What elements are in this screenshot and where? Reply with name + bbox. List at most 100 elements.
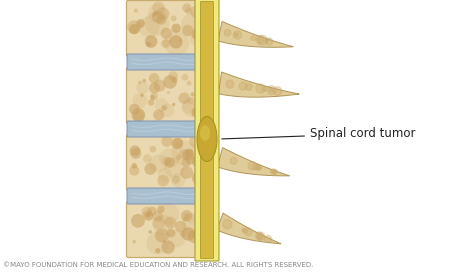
- Circle shape: [176, 155, 181, 160]
- Circle shape: [161, 135, 173, 147]
- Circle shape: [195, 238, 203, 245]
- Circle shape: [243, 228, 248, 233]
- Circle shape: [145, 163, 156, 175]
- Circle shape: [157, 205, 164, 213]
- Circle shape: [163, 75, 177, 89]
- Circle shape: [273, 86, 282, 95]
- FancyBboxPatch shape: [127, 134, 208, 190]
- Polygon shape: [218, 21, 293, 47]
- Circle shape: [224, 29, 231, 36]
- Circle shape: [163, 240, 166, 243]
- Circle shape: [269, 88, 273, 92]
- Circle shape: [132, 240, 136, 243]
- Circle shape: [257, 233, 265, 240]
- Circle shape: [161, 39, 170, 48]
- Circle shape: [171, 77, 177, 83]
- Circle shape: [129, 104, 140, 115]
- Circle shape: [265, 39, 268, 43]
- Circle shape: [191, 108, 201, 117]
- Circle shape: [129, 24, 139, 34]
- Circle shape: [168, 71, 178, 81]
- Circle shape: [157, 175, 169, 187]
- Circle shape: [130, 148, 141, 159]
- Circle shape: [182, 74, 188, 81]
- Circle shape: [143, 210, 153, 220]
- FancyBboxPatch shape: [127, 1, 208, 57]
- Circle shape: [267, 86, 276, 95]
- Circle shape: [273, 170, 278, 174]
- Circle shape: [158, 168, 172, 182]
- Circle shape: [242, 228, 245, 232]
- Circle shape: [148, 4, 166, 22]
- Circle shape: [138, 81, 142, 84]
- Circle shape: [182, 217, 187, 221]
- Circle shape: [184, 213, 189, 219]
- Circle shape: [143, 154, 152, 163]
- Circle shape: [179, 149, 189, 160]
- Circle shape: [226, 80, 234, 88]
- Circle shape: [134, 9, 138, 13]
- Circle shape: [133, 111, 145, 122]
- Circle shape: [150, 95, 155, 100]
- Circle shape: [172, 23, 181, 33]
- Circle shape: [145, 11, 170, 36]
- Circle shape: [153, 109, 164, 120]
- Circle shape: [168, 39, 172, 43]
- Circle shape: [179, 92, 190, 104]
- Circle shape: [163, 157, 171, 165]
- Circle shape: [257, 166, 261, 170]
- Circle shape: [186, 81, 191, 86]
- Circle shape: [148, 99, 155, 106]
- Circle shape: [234, 33, 238, 36]
- Circle shape: [180, 166, 193, 179]
- Circle shape: [157, 7, 170, 20]
- Ellipse shape: [197, 116, 217, 162]
- FancyBboxPatch shape: [127, 67, 208, 123]
- Circle shape: [171, 173, 185, 187]
- Circle shape: [245, 228, 252, 236]
- Circle shape: [191, 28, 204, 40]
- Circle shape: [223, 220, 232, 229]
- Circle shape: [271, 169, 274, 173]
- Circle shape: [142, 207, 152, 217]
- Circle shape: [137, 19, 145, 28]
- Circle shape: [143, 79, 146, 82]
- Circle shape: [153, 11, 158, 16]
- Circle shape: [150, 93, 158, 100]
- Circle shape: [155, 248, 161, 253]
- FancyBboxPatch shape: [195, 0, 219, 261]
- Polygon shape: [218, 147, 290, 176]
- Circle shape: [185, 155, 195, 165]
- Circle shape: [169, 35, 182, 48]
- Circle shape: [147, 206, 157, 216]
- Circle shape: [138, 16, 160, 37]
- Circle shape: [271, 169, 276, 174]
- Text: Spinal cord tumor: Spinal cord tumor: [222, 128, 416, 141]
- Circle shape: [253, 164, 258, 170]
- Circle shape: [136, 81, 149, 94]
- Circle shape: [132, 93, 147, 108]
- Circle shape: [185, 213, 195, 223]
- Circle shape: [146, 232, 169, 254]
- Circle shape: [175, 221, 186, 233]
- Circle shape: [156, 15, 166, 25]
- Circle shape: [166, 228, 175, 237]
- Circle shape: [188, 97, 194, 104]
- Circle shape: [182, 100, 195, 113]
- Circle shape: [168, 230, 185, 247]
- Circle shape: [154, 80, 166, 92]
- Circle shape: [153, 215, 173, 236]
- Circle shape: [255, 165, 261, 170]
- Circle shape: [150, 146, 156, 153]
- Ellipse shape: [200, 125, 210, 141]
- Circle shape: [162, 105, 167, 110]
- Circle shape: [194, 181, 198, 185]
- Circle shape: [164, 157, 175, 168]
- Circle shape: [248, 162, 256, 170]
- Circle shape: [258, 35, 267, 45]
- Circle shape: [152, 12, 164, 23]
- Circle shape: [144, 212, 154, 221]
- Circle shape: [167, 91, 170, 94]
- Circle shape: [127, 20, 141, 34]
- Circle shape: [164, 217, 176, 228]
